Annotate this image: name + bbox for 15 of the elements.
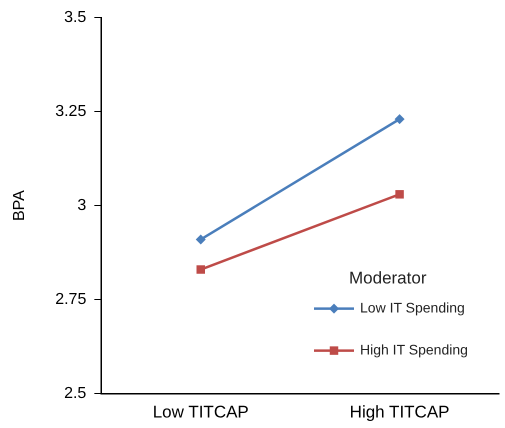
y-axis-title: BPA <box>11 190 28 222</box>
point <box>395 190 404 199</box>
point <box>394 114 405 124</box>
y-tick-label: 3.25 <box>55 103 86 120</box>
legend-label: Low IT Spending <box>360 299 465 316</box>
y-tick-label: 2.75 <box>55 291 86 308</box>
point <box>196 234 206 244</box>
legend-label: High IT Spending <box>360 341 468 358</box>
y-tick-label: 3.5 <box>64 9 86 26</box>
point <box>196 265 205 274</box>
y-tick-label: 3 <box>77 197 86 214</box>
x-tick-label: Low TITCAP <box>152 402 249 422</box>
x-tick-label: High TITCAP <box>350 402 450 422</box>
legend-title: Moderator <box>349 268 427 288</box>
y-tick-label: 2.5 <box>64 385 86 402</box>
